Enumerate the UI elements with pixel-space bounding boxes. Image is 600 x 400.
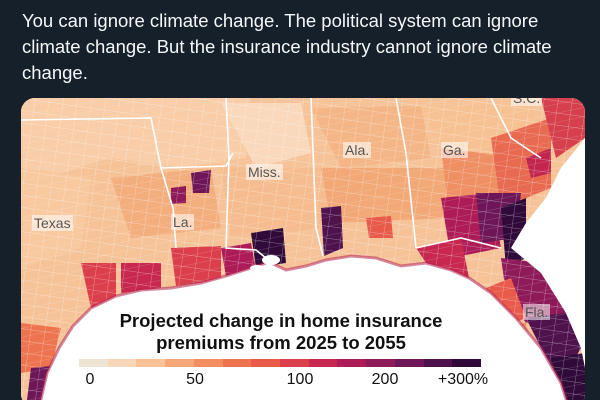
insurance-map-image[interactable]: S.C. Ala. Ga. Miss. Texas La. Fla. Proje… [21,98,585,400]
state-label-ala: Ala. [343,142,372,158]
legend-swatch-6 [251,359,281,367]
state-label-la: La. [171,214,195,230]
legend-color-scale [79,359,482,367]
legend-swatch-10 [366,359,395,367]
legend-swatch-3 [165,359,194,367]
legend-swatch-13 [452,359,482,367]
legend-swatch-7 [280,359,309,367]
legend-tick-50: 50 [186,371,204,388]
tweet-line-3: change. [22,62,88,83]
choropleth-map [21,98,585,400]
legend-title-line-1: Projected change in home insurance [119,310,443,331]
tweet-text: You can ignore climate change. The polit… [22,8,582,86]
tweet-line-2: climate change. But the insurance indust… [22,36,552,57]
legend-swatch-11 [394,359,424,367]
legend-title: Projected change in home insurance premi… [21,310,541,354]
legend-swatch-8 [308,359,338,367]
legend-swatch-9 [337,359,367,367]
legend-swatch-4 [193,359,223,367]
state-label-texas: Texas [32,215,73,231]
legend-swatch-2 [136,359,166,367]
legend-swatch-0 [79,359,108,367]
state-label-fla: Fla. [523,304,551,320]
legend-tick-200: 200 [371,371,399,388]
legend-swatch-12 [423,359,453,367]
legend-tick-0: 0 [85,371,95,388]
legend-tick-300: +300% [437,371,489,388]
state-label-miss: Miss. [246,164,283,180]
legend-swatch-1 [107,359,137,367]
legend-title-line-2: premiums from 2025 to 2055 [156,332,406,353]
tweet-line-1: You can ignore climate change. The polit… [22,10,539,31]
legend-tick-100: 100 [286,371,314,388]
legend-swatch-5 [222,359,252,367]
state-label-sc: S.C. [511,98,543,106]
atlantic-ocean [511,138,585,368]
state-label-ga: Ga. [441,142,468,158]
state-borders [21,98,542,259]
